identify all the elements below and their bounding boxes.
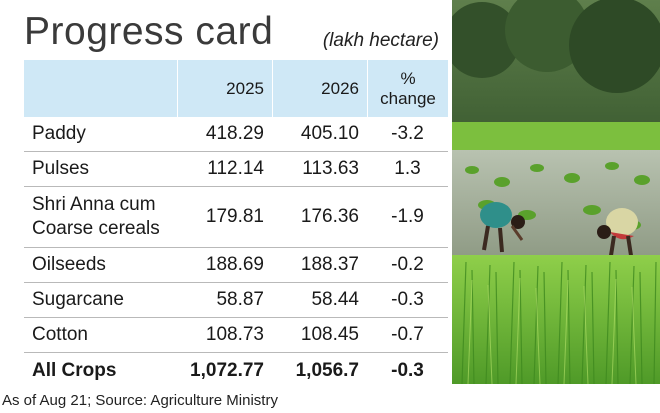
header-2025: 2025 — [177, 60, 272, 117]
value-2026: 108.45 — [300, 324, 359, 345]
value-2025: 112.14 — [207, 158, 264, 179]
value-2025: 108.73 — [205, 324, 264, 345]
crop-name: Sugarcane — [32, 289, 124, 310]
value-2026: 113.63 — [302, 158, 359, 179]
crop-name: Pulses — [32, 158, 90, 179]
progress-card: Progress card (lakh hectare) 2025 2026 %… — [24, 10, 448, 381]
total-2026: 1,056.7 — [295, 360, 359, 381]
paddy-field-photo — [452, 0, 660, 384]
paddy-field-illustration — [452, 0, 660, 384]
header-2026: 2026 — [272, 60, 367, 117]
value-change: -1.9 — [391, 206, 424, 227]
value-change: 1.3 — [394, 158, 421, 179]
value-2025: 418.29 — [205, 123, 264, 144]
value-2025: 188.69 — [205, 254, 264, 275]
value-2026: 405.10 — [300, 123, 359, 144]
value-change: -0.7 — [391, 324, 424, 345]
header-change: % change — [367, 60, 448, 117]
value-2025: 58.87 — [216, 289, 264, 310]
table-row: Pulses 112.14 113.63 1.3 — [24, 152, 448, 187]
table-row: Paddy 418.29 405.10 -3.2 — [24, 117, 448, 152]
total-2025: 1,072.77 — [190, 360, 264, 381]
crop-name: Oilseeds — [32, 254, 106, 275]
header-change-symbol: % — [400, 68, 416, 88]
value-2026: 58.44 — [311, 289, 359, 310]
value-2026: 188.37 — [300, 254, 359, 275]
table-row: Shri Anna cum Coarse cereals 179.81 176.… — [24, 187, 448, 248]
crop-name-line2: Coarse cereals — [32, 218, 160, 239]
value-2025: 179.81 — [205, 206, 264, 227]
table-row: Sugarcane 58.87 58.44 -0.3 — [24, 283, 448, 318]
crop-name: Paddy — [32, 123, 86, 144]
value-change: -0.3 — [391, 289, 424, 310]
worker-right-figure — [597, 208, 638, 263]
table-row: Oilseeds 188.69 188.37 -0.2 — [24, 248, 448, 283]
crop-name: Shri Anna cum Coarse cereals — [24, 193, 177, 241]
total-change: -0.3 — [391, 360, 424, 381]
unit-label: (lakh hectare) — [322, 30, 439, 51]
worker-left-figure — [480, 202, 525, 253]
source-note: As of Aug 21; Source: Agriculture Minist… — [2, 392, 278, 409]
header-change-word: change — [380, 88, 436, 108]
card-title: Progress card — [24, 10, 274, 53]
value-2026: 176.36 — [300, 206, 359, 227]
crop-table: 2025 2026 % change Paddy 418.29 405.10 -… — [24, 60, 448, 389]
value-change: -3.2 — [391, 123, 424, 144]
total-label: All Crops — [32, 360, 117, 381]
total-row: All Crops 1,072.77 1,056.7 -0.3 — [24, 353, 448, 389]
header-crop — [24, 60, 177, 117]
crop-name: Cotton — [32, 324, 88, 345]
table-row: Cotton 108.73 108.45 -0.7 — [24, 318, 448, 353]
table-header: 2025 2026 % change — [24, 60, 448, 117]
crop-name-line1: Shri Anna cum — [32, 194, 156, 215]
value-change: -0.2 — [391, 254, 424, 275]
